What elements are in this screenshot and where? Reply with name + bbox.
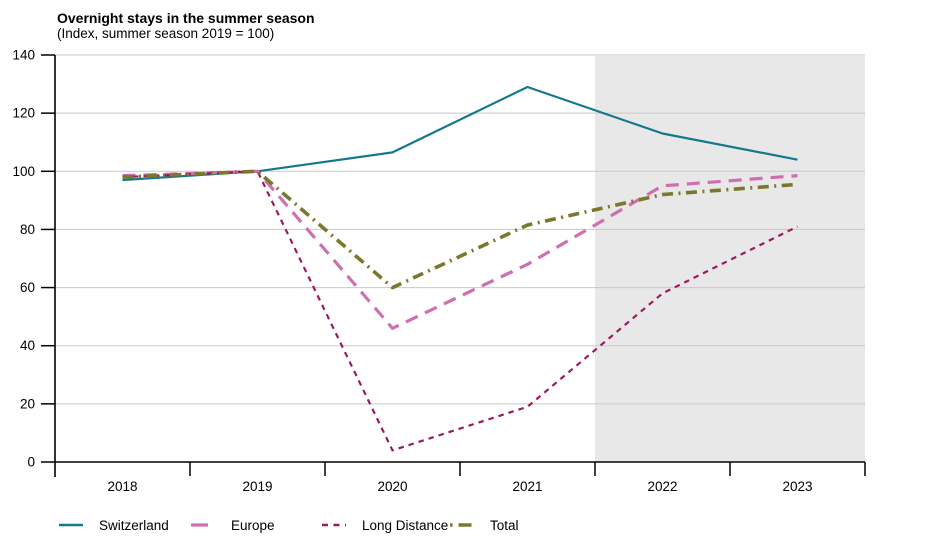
legend-swatch-total-line [450,523,474,527]
y-tick-label-0: 0 [27,455,35,470]
y-tick-label-60: 60 [20,280,35,295]
legend-item-europe: Europe [190,512,275,538]
x-tick-label-2019: 2019 [242,479,272,494]
y-tick-label-80: 80 [20,222,35,237]
x-tick-label-2022: 2022 [647,479,677,494]
chart-title: Overnight stays in the summer season [57,10,315,26]
series-line-total [122,169,798,290]
legend-label-total: Total [490,517,519,533]
chart-subtitle: (Index, summer season 2019 = 100) [57,26,275,41]
legend-swatch-switzerland-line [59,523,83,527]
legend-item-total: Total [449,512,519,538]
y-tick-label-100: 100 [12,164,35,179]
x-tick-label-2023: 2023 [782,479,812,494]
forecast-shade-region [595,56,865,461]
x-tick-label-2020: 2020 [377,479,407,494]
legend: Switzerland Europe Long Distance Total [0,512,930,540]
legend-swatch-long-distance-line [322,523,346,527]
legend-label-long-distance: Long Distance [362,517,449,533]
y-tick-label-20: 20 [20,396,35,411]
legend-swatch-europe-line [191,523,215,527]
legend-item-switzerland: Switzerland [58,512,169,538]
x-tick-label-2021: 2021 [512,479,542,494]
series-line-long-distance [122,170,798,452]
y-tick-label-40: 40 [20,338,35,353]
y-tick-label-120: 120 [12,106,35,121]
plot-area: 0 20 40 60 80 100 120 140 2018 2019 2020 2021 2022 20… [12,48,866,494]
x-tick-label-2018: 2018 [107,479,137,494]
legend-label-switzerland: Switzerland [99,517,169,533]
legend-item-long-distance: Long Distance [321,512,448,538]
legend-label-europe: Europe [231,517,275,533]
y-tick-label-140: 140 [12,48,35,63]
